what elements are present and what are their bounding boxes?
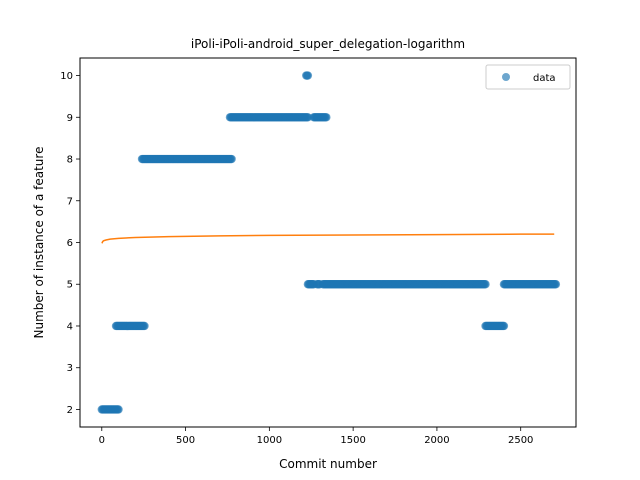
data-series <box>97 71 561 414</box>
legend-marker-data <box>502 73 510 81</box>
plot-area <box>97 71 561 414</box>
legend: data <box>485 64 571 90</box>
data-point <box>303 71 313 80</box>
y-tick-label: 9 <box>67 113 73 124</box>
y-tick-label: 5 <box>67 280 73 291</box>
legend-label-data: data <box>533 73 556 84</box>
y-tick-label: 3 <box>67 363 73 374</box>
data-point <box>481 280 490 289</box>
data-point <box>499 321 509 331</box>
data-point <box>114 405 123 414</box>
x-tick-label: 500 <box>176 435 195 446</box>
y-tick-label: 6 <box>67 238 73 249</box>
x-axis-title: Commit number <box>279 457 377 471</box>
chart-title: iPoli-iPoli-android_super_delegation-log… <box>191 37 465 51</box>
legend-box <box>485 64 571 90</box>
x-tick-label: 1000 <box>257 435 282 446</box>
y-tick-label: 2 <box>67 405 73 416</box>
data-point <box>322 113 331 122</box>
x-tick-label: 1500 <box>340 435 365 446</box>
data-point <box>227 154 236 164</box>
x-tick-label: 2500 <box>508 435 533 446</box>
data-point <box>551 280 561 289</box>
x-axis: 0 500 1000 1500 2000 2500 <box>99 427 533 446</box>
y-tick-label: 10 <box>60 71 73 82</box>
x-tick-label: 2000 <box>424 435 449 446</box>
data-point <box>140 321 149 331</box>
y-axis-title: Number of instance of a feature <box>32 147 46 339</box>
x-tick-label: 0 <box>99 435 105 446</box>
fit-line <box>101 233 555 244</box>
y-tick-label: 4 <box>67 321 73 332</box>
data-point <box>303 113 313 122</box>
y-tick-label: 7 <box>67 196 73 207</box>
y-tick-label: 8 <box>67 155 73 166</box>
y-axis: 2 3 4 5 6 7 8 9 10 <box>60 71 80 416</box>
